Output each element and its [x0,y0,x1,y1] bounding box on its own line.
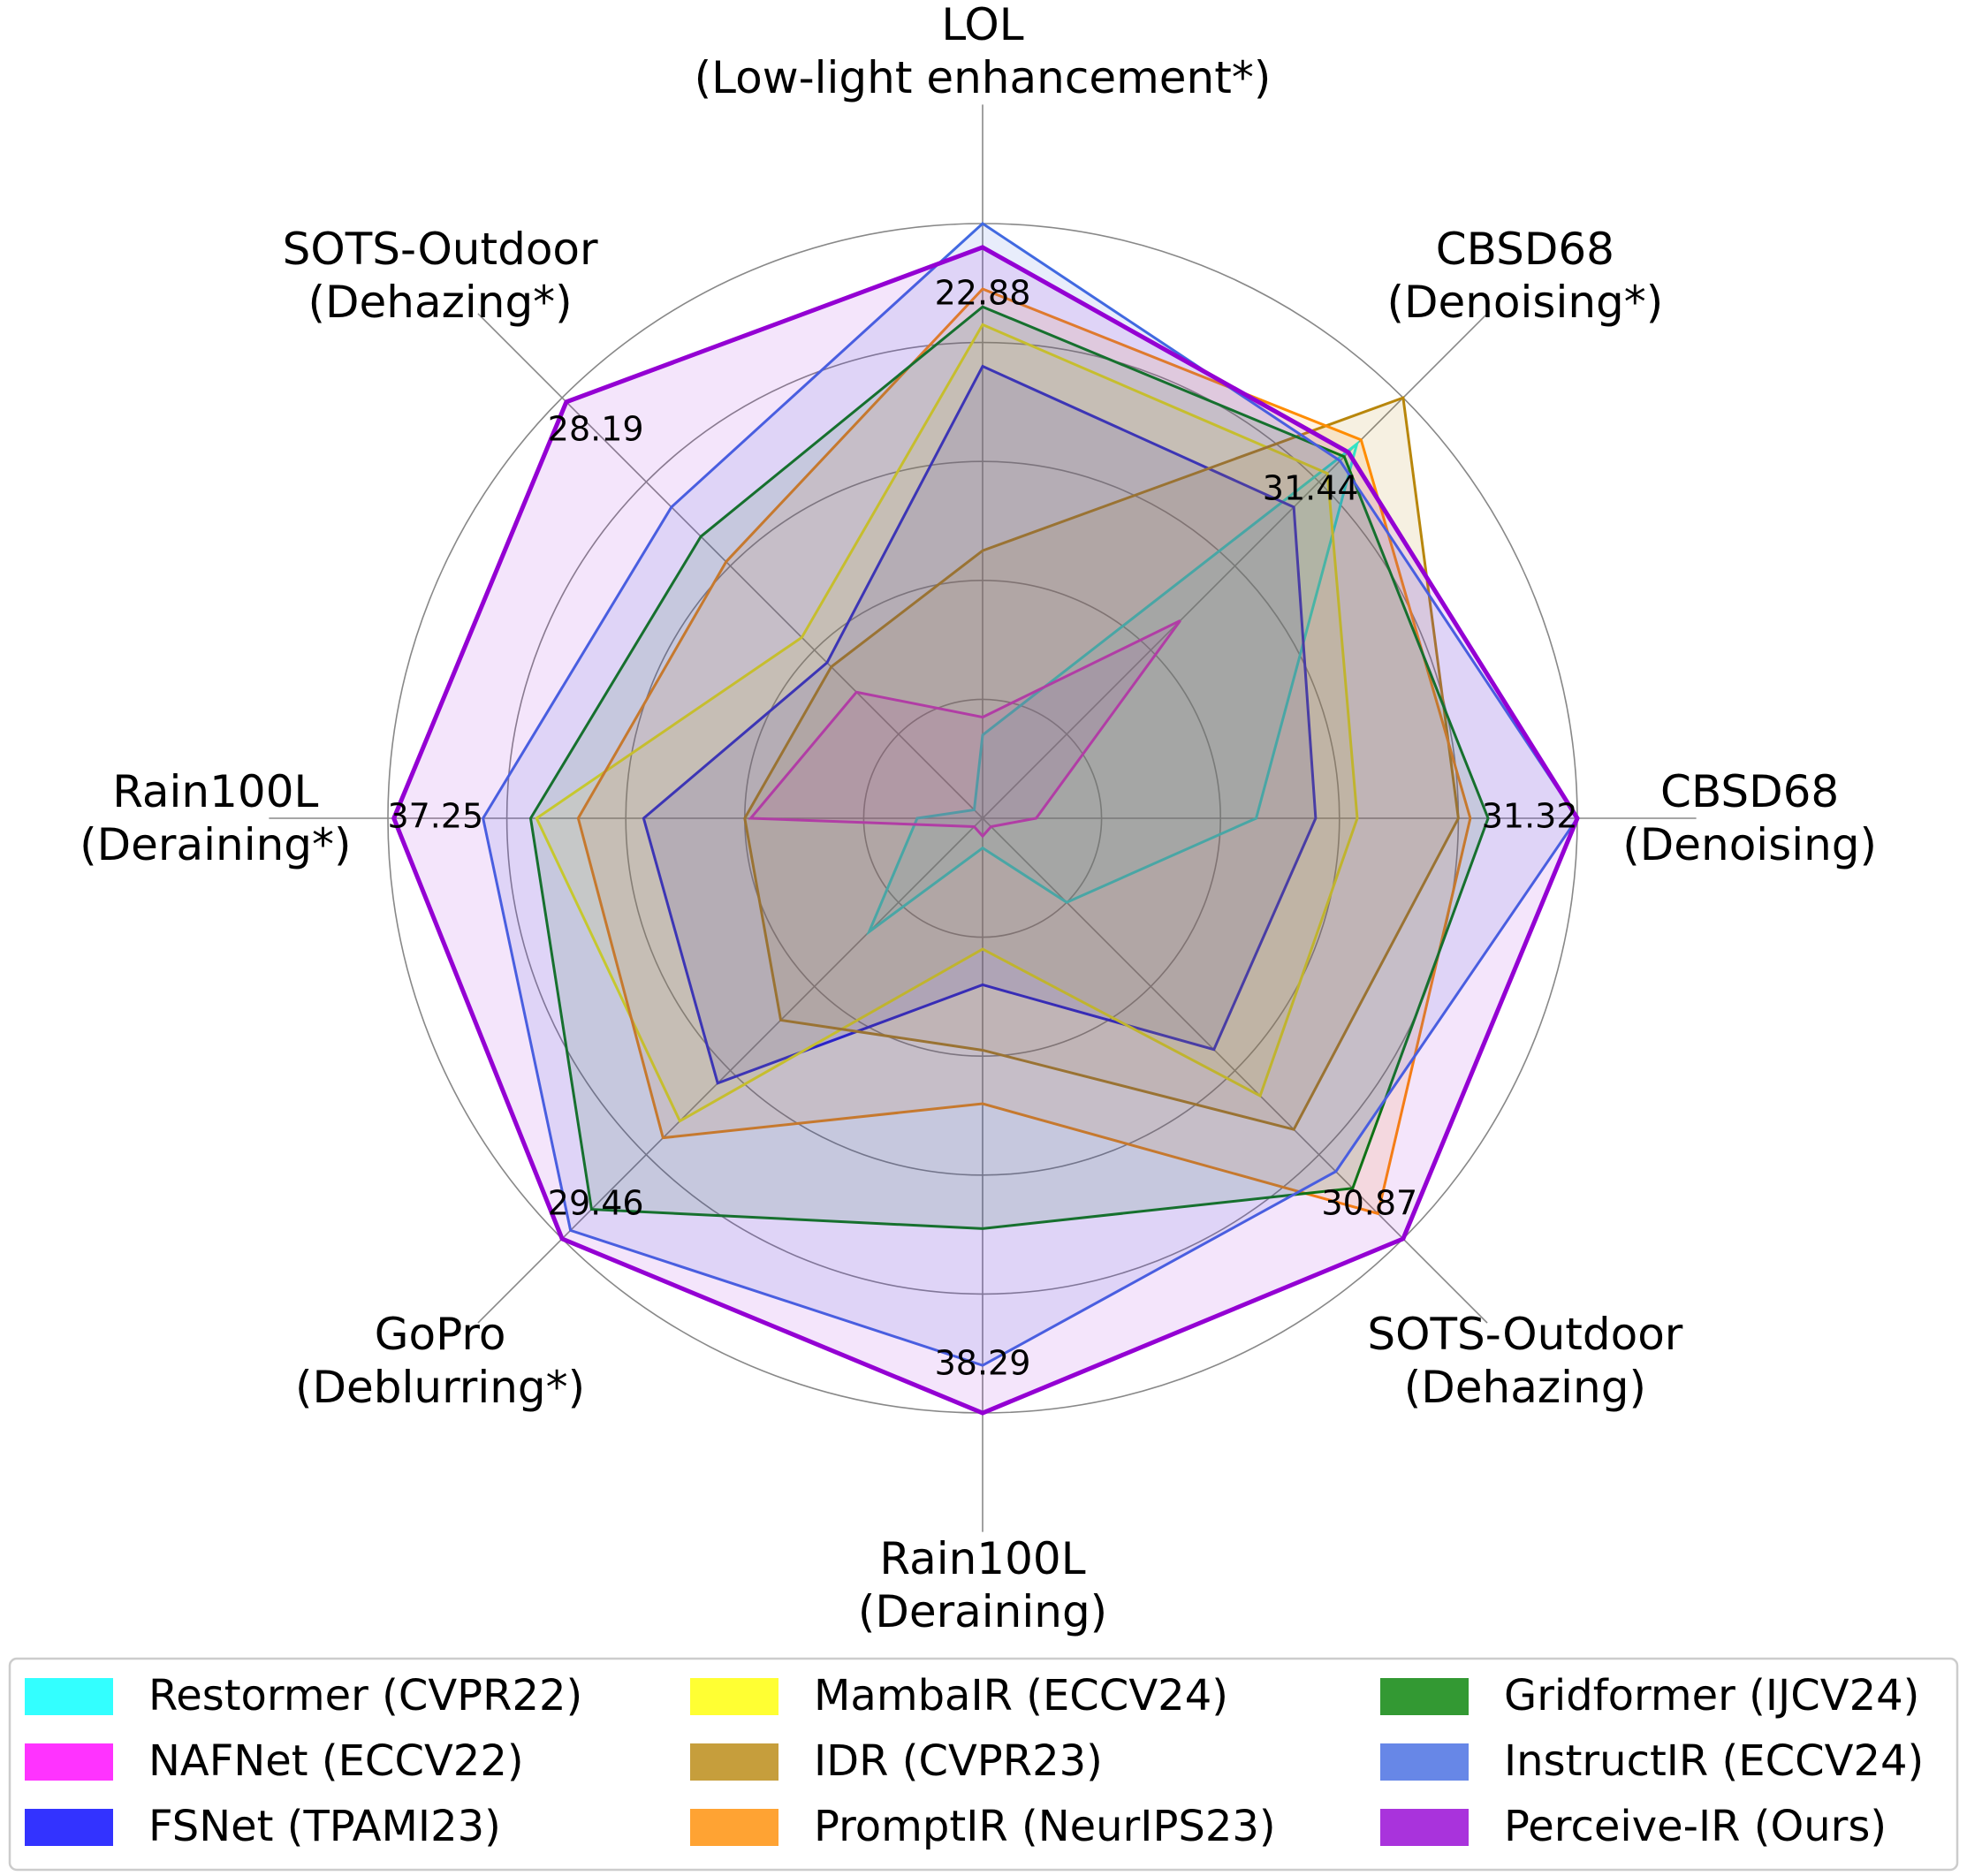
legend-swatch [25,1809,113,1846]
legend-label: NAFNet (ECCV22) [148,1736,524,1786]
series-area [743,396,1460,1131]
axis-label: LOL (Low-light enhancement*) [694,0,1272,103]
legend-swatch [690,1809,778,1846]
axis-label: SOTS-Outdoor (Dehazing*) [282,224,598,329]
legend-swatch [1380,1743,1469,1781]
legend-label: IDR (CVPR23) [814,1736,1103,1786]
legend-swatch [1380,1678,1469,1715]
legend-box [8,1657,1959,1872]
series-area [391,245,1580,1416]
legend-swatch [690,1743,778,1781]
axis-label: CBSD68 (Denoising) [1622,766,1878,870]
legend-label: FSNet (TPAMI23) [148,1802,501,1851]
axis-label: CBSD68 (Denoising*) [1386,224,1664,329]
axis-annotation: 29.46 [548,1183,644,1222]
legend-label: InstructIR (ECCV24) [1504,1736,1924,1786]
legend-swatch [1380,1809,1469,1846]
legend-label: Restormer (CVPR22) [148,1671,582,1720]
series-area [528,305,1490,1230]
series-area [576,287,1472,1216]
series-area [642,364,1318,1085]
legend-swatch [690,1678,778,1715]
axis-annotation: 28.19 [548,410,644,449]
axis-label: GoPro (Deblurring*) [295,1308,586,1413]
axis-annotation: 31.32 [1482,797,1578,836]
series-area [748,619,1181,839]
axis-annotation: 30.87 [1321,1183,1417,1222]
axis-annotation: 22.88 [935,273,1031,312]
axis-annotation: 31.44 [1263,468,1359,507]
axis-annotation: 37.25 [387,797,483,836]
legend-swatch [25,1743,113,1781]
series-area [865,440,1360,936]
legend-label: PromptIR (NeurIPS23) [814,1802,1276,1851]
legend-label: Gridformer (IJCV24) [1504,1671,1919,1720]
legend-label: MambaIR (ECCV24) [814,1671,1228,1720]
legend-swatch [25,1678,113,1715]
series-area [482,222,1579,1367]
axis-annotation: 38.29 [935,1344,1031,1383]
axis-label: Rain100L (Deraining) [857,1533,1108,1638]
legend-label: Perceive-IR (Ours) [1504,1802,1887,1851]
axis-label: Rain100L (Deraining*) [80,766,352,870]
series-area [535,323,1359,1123]
axis-spoke [477,313,984,819]
axis-label: SOTS-Outdoor (Dehazing) [1367,1308,1683,1413]
